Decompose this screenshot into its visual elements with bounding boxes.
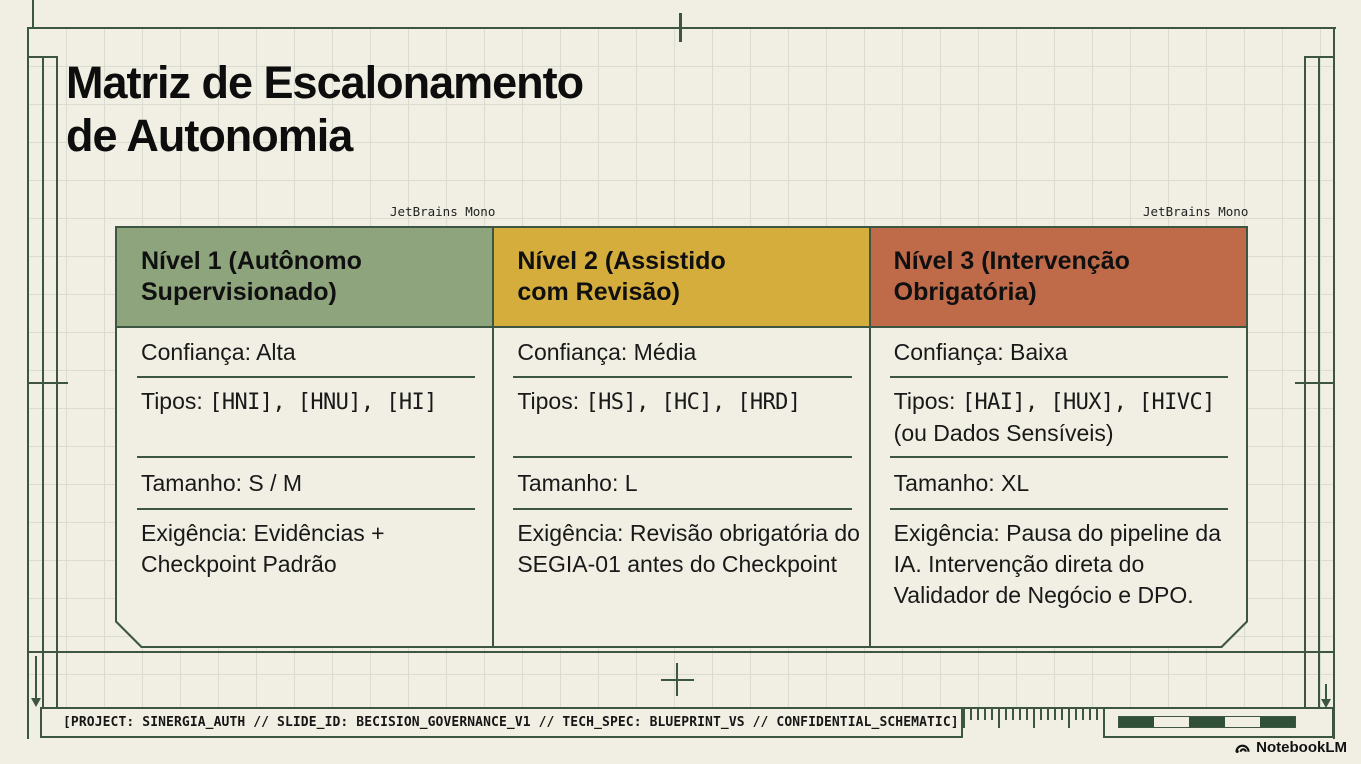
frame-top-line <box>28 27 1336 29</box>
top-crosshair-mark <box>679 13 682 42</box>
right-arrow-stem <box>1325 684 1327 700</box>
page-title: Matriz de Escalonamento de Autonomia <box>66 56 584 162</box>
tipos-extra: (ou Dados Sensíveis) <box>893 420 1114 446</box>
column-body-level-1: Confiança: Alta Tipos: [HNI], [HNU], [HI… <box>117 328 493 646</box>
tipos-codes: [HS], [HC], [HRD] <box>585 390 801 415</box>
footer-spec-text: [PROJECT: SINERGIA_AUTH // SLIDE_ID: BEC… <box>63 715 959 730</box>
row-divider <box>513 376 851 378</box>
column-divider-2 <box>869 228 871 646</box>
scale-bar <box>1118 716 1296 728</box>
column-header-level-3: Nível 3 (Intervenção Obrigatória) <box>870 228 1270 328</box>
tipos-label: Tipos: <box>893 388 956 414</box>
notebooklm-watermark: NotebookLM <box>1234 736 1347 758</box>
header-level-2-line1: Nível 2 (Assistido <box>517 247 726 275</box>
tipos-codes: [HAI], [HUX], [HIVC] <box>961 390 1215 415</box>
autonomy-matrix-table-inner: Nível 1 (Autônomo Supervisionado) Nível … <box>117 228 1246 646</box>
row-divider <box>137 376 475 378</box>
scale-segment <box>1119 717 1155 727</box>
tipos-label: Tipos: <box>141 388 203 414</box>
margin-right-mid-tick <box>1295 382 1335 384</box>
header-level-1-line2: Supervisionado) <box>141 278 337 306</box>
left-arrow-stem <box>35 656 37 698</box>
left-down-arrow-icon <box>31 698 41 707</box>
bottom-crosshair-vertical <box>676 663 678 696</box>
row-divider <box>137 508 475 510</box>
cell-exigencia-3: Exigência: Pausa do pipeline da IA. Inte… <box>893 520 1222 608</box>
header-level-1-line1: Nível 1 (Autônomo <box>141 247 362 275</box>
footer-scale-box <box>1103 707 1334 738</box>
cell-confianca-1: Confiança: Alta <box>141 339 296 365</box>
cell-tipos-2: Tipos: [HS], [HC], [HRD] <box>517 386 861 418</box>
margin-left-corner-tick <box>27 56 58 58</box>
notebooklm-logo-icon <box>1235 744 1250 753</box>
font-label-left: JetBrains Mono <box>390 204 496 219</box>
cell-tamanho-1: Tamanho: S / M <box>141 470 303 496</box>
scale-segment <box>1259 717 1296 727</box>
column-header-level-2: Nível 2 (Assistido com Revisão) <box>493 228 893 328</box>
footer-ruler-long-ticks <box>963 709 1104 728</box>
cell-exigencia-1: Exigência: Evidências + Checkpoint Padrã… <box>141 520 385 577</box>
tipos-label: Tipos: <box>517 388 580 414</box>
footer-spec-bar: [PROJECT: SINERGIA_AUTH // SLIDE_ID: BEC… <box>40 707 963 738</box>
autonomy-matrix-table: Nível 1 (Autônomo Supervisionado) Nível … <box>115 226 1248 648</box>
row-divider <box>890 376 1228 378</box>
cell-tamanho-2: Tamanho: L <box>517 470 638 496</box>
cell-exigencia-2: Exigência: Revisão obrigatória do SEGIA-… <box>517 520 860 577</box>
column-header-level-1: Nível 1 (Autônomo Supervisionado) <box>117 228 517 328</box>
column-divider-1 <box>492 228 494 646</box>
right-down-arrow-icon <box>1321 699 1331 708</box>
column-body-level-2: Confiança: Média Tipos: [HS], [HC], [HRD… <box>493 328 869 646</box>
column-body-level-3: Confiança: Baixa Tipos: [HAI], [HUX], [H… <box>870 328 1246 646</box>
cell-confianca-2: Confiança: Média <box>517 339 697 365</box>
margin-left-mid-tick <box>27 382 68 384</box>
notebooklm-watermark-label: NotebookLM <box>1256 738 1347 756</box>
header-level-2-line2: com Revisão) <box>517 278 680 306</box>
cell-confianca-3: Confiança: Baixa <box>893 339 1068 365</box>
page-title-line1: Matriz de Escalonamento <box>66 57 584 108</box>
frame-bottom-line <box>28 651 1334 653</box>
scale-segment <box>1189 717 1225 727</box>
cell-tamanho-3: Tamanho: XL <box>893 470 1030 496</box>
scale-segment <box>1154 717 1190 727</box>
header-level-3-line2: Obrigatória) <box>893 278 1037 306</box>
row-divider <box>890 456 1228 458</box>
row-divider <box>890 508 1228 510</box>
footer-ruler-baseline <box>961 707 1105 709</box>
row-divider <box>513 456 851 458</box>
page-title-line2: de Autonomia <box>66 110 353 161</box>
cell-tipos-3: Tipos: [HAI], [HUX], [HIVC] (ou Dados Se… <box>894 386 1238 449</box>
top-left-registration-mark <box>32 0 34 28</box>
row-divider <box>513 508 851 510</box>
row-divider <box>137 456 475 458</box>
cell-tipos-1: Tipos: [HNI], [HNU], [HI] <box>141 386 485 418</box>
header-level-3-line1: Nível 3 (Intervenção <box>893 247 1130 275</box>
scale-segment <box>1224 717 1260 727</box>
tipos-codes: [HNI], [HNU], [HI] <box>209 390 437 415</box>
margin-right-corner-tick <box>1304 56 1335 58</box>
font-label-right: JetBrains Mono <box>1143 204 1249 219</box>
